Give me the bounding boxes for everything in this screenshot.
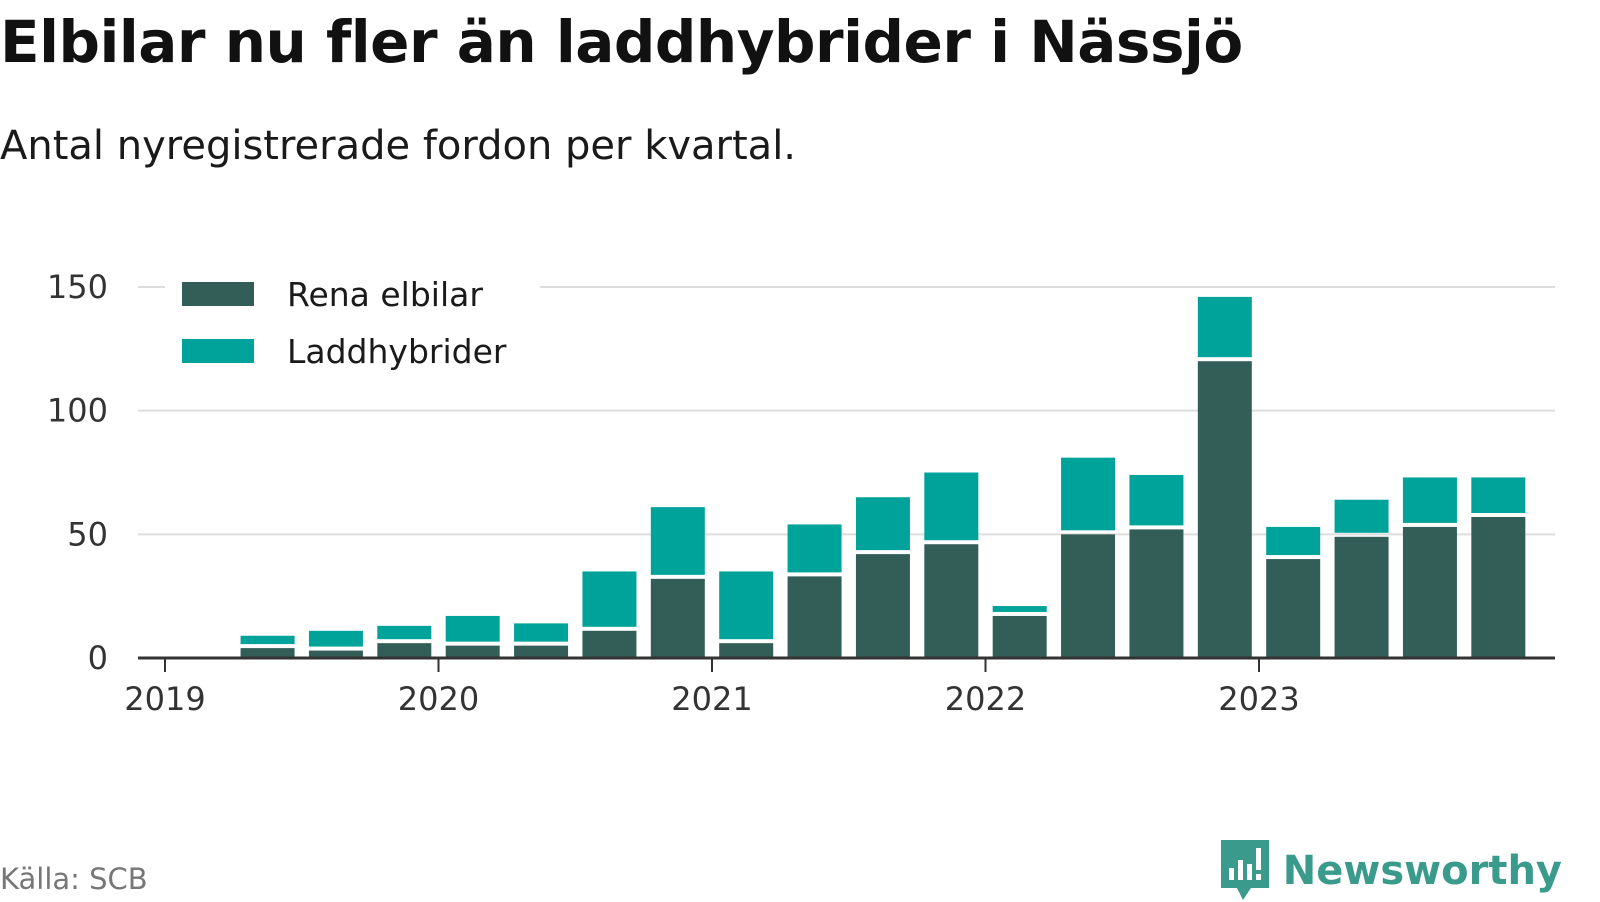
bar-laddhybrider xyxy=(1129,474,1184,526)
bar-chart-bubble-icon xyxy=(1220,840,1269,900)
chart-title: Elbilar nu fler än laddhybrider i Nässjö xyxy=(0,8,1243,76)
bar-laddhybrider xyxy=(787,524,842,573)
bar-rena-elbilar xyxy=(719,643,774,658)
bar-laddhybrider xyxy=(855,497,910,551)
bar-laddhybrider xyxy=(1197,296,1252,358)
y-tick-label: 150 xyxy=(47,268,108,306)
bar-rena-elbilar xyxy=(377,643,432,658)
legend-label: Laddhybrider xyxy=(287,332,507,371)
bar-laddhybrider xyxy=(1061,457,1116,531)
y-tick-label: 50 xyxy=(67,515,108,553)
bar-rena-elbilar xyxy=(514,645,569,658)
bar-rena-elbilar xyxy=(582,630,637,658)
bar-laddhybrider xyxy=(514,623,569,642)
x-tick-label: 2022 xyxy=(945,680,1026,718)
bar-rena-elbilar xyxy=(1266,559,1321,658)
brand-name: Newsworthy xyxy=(1282,848,1562,894)
bar-rena-elbilar xyxy=(1197,361,1252,658)
legend-label: Rena elbilar xyxy=(287,275,483,314)
bar-rena-elbilar xyxy=(787,576,842,658)
x-tick-label: 2020 xyxy=(398,680,479,718)
legend: Rena elbilar Laddhybrider xyxy=(165,270,540,380)
bar-rena-elbilar xyxy=(1402,526,1457,658)
bar-laddhybrider xyxy=(1334,499,1389,533)
bar-laddhybrider xyxy=(1402,477,1457,523)
x-tick-label: 2021 xyxy=(671,680,752,718)
bar-rena-elbilar xyxy=(308,650,363,658)
chart-subtitle: Antal nyregistrerade fordon per kvartal. xyxy=(0,123,797,169)
bar-rena-elbilar xyxy=(992,615,1047,658)
bar-laddhybrider xyxy=(582,571,637,627)
x-tick-label: 2019 xyxy=(124,680,205,718)
bar-rena-elbilar xyxy=(1061,534,1116,658)
y-tick-label: 100 xyxy=(47,392,108,430)
bar-rena-elbilar xyxy=(1129,529,1184,658)
bar-laddhybrider xyxy=(240,635,295,645)
bar-rena-elbilar xyxy=(924,544,979,658)
bar-laddhybrider xyxy=(992,606,1047,612)
bar-rena-elbilar xyxy=(240,648,295,658)
bar-laddhybrider xyxy=(377,625,432,640)
bar-laddhybrider xyxy=(1471,477,1526,514)
axes: 0 50 100 150 2019 2020 2021 2022 2023 xyxy=(47,268,1555,718)
bars xyxy=(240,296,1526,658)
bar-rena-elbilar xyxy=(1471,517,1526,658)
bar-rena-elbilar xyxy=(855,554,910,658)
source-note: Källa: SCB xyxy=(0,862,148,896)
bar-laddhybrider xyxy=(308,630,363,647)
brand-logo: Newsworthy xyxy=(1219,840,1562,902)
bar-laddhybrider xyxy=(445,615,500,642)
y-tick-label: 0 xyxy=(88,639,108,677)
bar-laddhybrider xyxy=(1266,526,1321,556)
bar-laddhybrider xyxy=(924,472,979,541)
bar-rena-elbilar xyxy=(445,645,500,658)
legend-swatch xyxy=(182,282,254,306)
bar-laddhybrider xyxy=(719,571,774,640)
bar-rena-elbilar xyxy=(1334,536,1389,658)
x-tick-label: 2023 xyxy=(1218,680,1299,718)
bar-laddhybrider xyxy=(650,507,705,575)
bar-rena-elbilar xyxy=(650,578,705,658)
legend-swatch xyxy=(182,339,254,363)
